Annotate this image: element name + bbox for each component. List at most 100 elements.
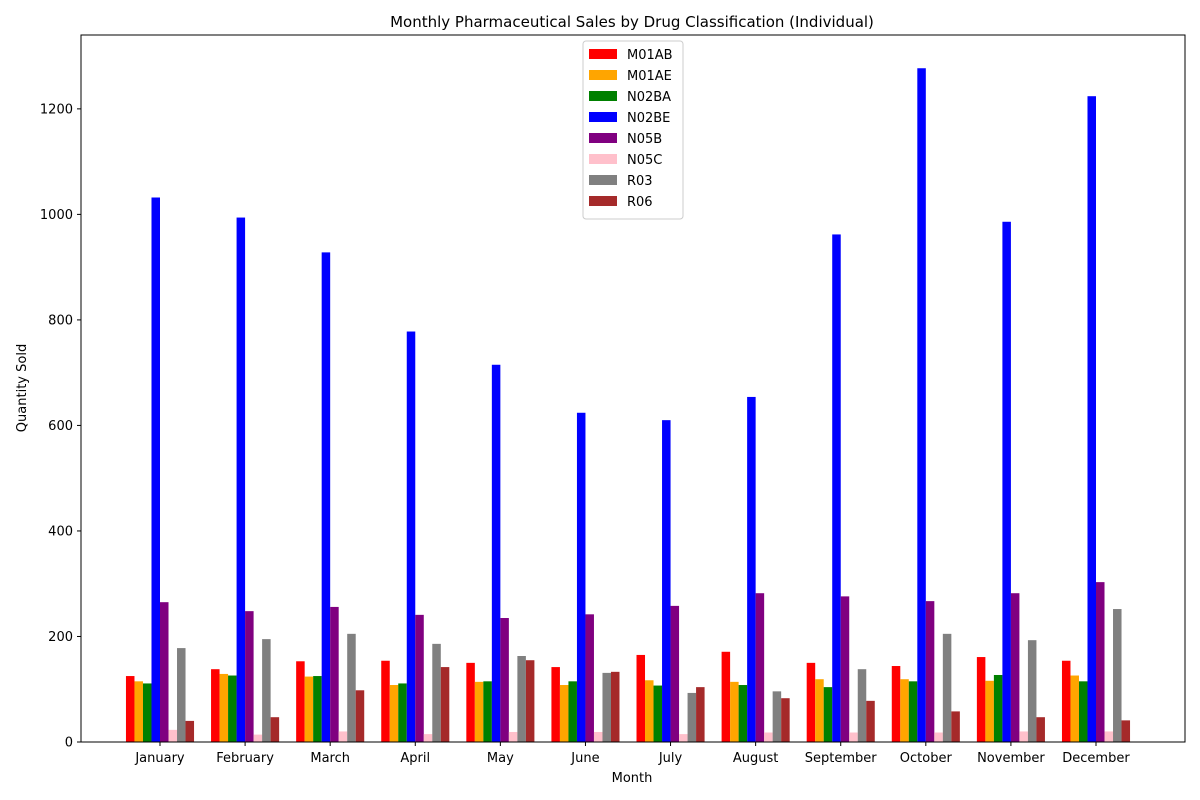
x-tick-label: February [216, 751, 274, 766]
x-axis-label: Month [612, 771, 653, 786]
bar-n05b-april [415, 614, 424, 742]
bar-n02be-july [662, 420, 671, 742]
bar-n02be-june [576, 412, 586, 742]
bar-n05b-july [670, 605, 680, 742]
bar-n05b-october [925, 601, 935, 742]
bar-n05c-june [593, 731, 603, 742]
x-tick-label: July [658, 751, 683, 766]
bar-n02be-march [321, 252, 331, 742]
bar-r06-september [866, 700, 875, 742]
legend-swatch-n02be [589, 112, 617, 122]
legend-swatch-n05c [589, 154, 617, 164]
bar-n02ba-february [228, 675, 237, 742]
bar-r06-october [951, 711, 960, 742]
x-tick-label: September [805, 751, 878, 766]
bar-m01ab-january [125, 676, 135, 742]
x-tick-label: May [487, 751, 514, 766]
bar-r06-may [525, 660, 535, 742]
y-tick-label: 800 [48, 313, 73, 328]
legend-swatch-m01ab [589, 49, 617, 59]
bar-m01ab-august [721, 651, 731, 742]
bar-m01ab-may [466, 662, 475, 742]
bar-m01ab-june [551, 667, 560, 742]
bar-r06-june [610, 671, 620, 742]
bar-n05c-may [508, 731, 518, 742]
bar-n02be-december [1087, 96, 1096, 742]
legend-label-m01ae: M01AE [627, 69, 672, 84]
bar-n02be-february [236, 217, 246, 743]
bar-n02be-october [917, 68, 926, 743]
x-tick-label: November [977, 751, 1045, 766]
bar-n05c-july [679, 734, 688, 742]
y-tick-label: 400 [48, 524, 73, 539]
y-tick-label: 0 [65, 736, 73, 751]
axes-group: 0 200 400 600 800 1000 1200 January February Marc… [40, 34, 1186, 766]
bar-m01ae-march [304, 676, 314, 742]
bar-n02ba-march [313, 676, 322, 742]
chart-title: Monthly Pharmaceutical Sales by Drug Cla… [390, 13, 874, 31]
bar-n02be-august [747, 396, 756, 742]
bar-n05b-march [330, 606, 339, 742]
bar-r03-september [857, 669, 867, 742]
bar-m01ab-november [976, 657, 986, 742]
legend-swatch-m01ae [589, 70, 617, 80]
bar-n05c-december [1104, 731, 1114, 742]
bar-r03-february [262, 639, 271, 742]
legend-swatch-n05b [589, 133, 617, 143]
y-axis-label: Quantity Sold [15, 344, 30, 432]
bar-n05c-april [423, 734, 433, 742]
bar-n02ba-april [398, 683, 407, 742]
bar-m01ae-december [1070, 675, 1079, 742]
x-tick-label: April [400, 751, 430, 766]
bar-m01ab-march [296, 661, 305, 742]
bar-n02ba-december [1078, 681, 1088, 742]
legend: M01AB M01AE N02BA N02BE N05B N05C R03 R06 [582, 40, 684, 220]
bar-r06-december [1121, 720, 1131, 742]
bar-n02ba-january [142, 683, 152, 742]
bar-n02be-january [151, 197, 160, 742]
bar-m01ae-july [645, 680, 654, 742]
plot-frame [80, 34, 1186, 743]
bar-n02ba-november [993, 674, 1003, 742]
bar-n05c-august [764, 732, 773, 742]
bar-r03-june [602, 672, 611, 742]
legend-swatch-n02ba [589, 91, 617, 101]
bar-n05b-september [840, 596, 850, 742]
bar-n05b-december [1096, 582, 1105, 742]
bar-r03-december [1113, 609, 1122, 742]
bar-m01ab-october [891, 666, 901, 742]
bar-r03-may [517, 656, 526, 742]
bar-r06-march [355, 690, 365, 742]
bar-r06-april [440, 667, 450, 742]
x-tick-label: December [1062, 751, 1130, 766]
bar-m01ae-february [219, 673, 229, 742]
bar-n05b-june [585, 614, 594, 742]
x-tick-label: June [570, 751, 599, 766]
bar-r03-october [942, 633, 952, 742]
bar-m01ab-july [636, 654, 646, 742]
bar-m01ae-september [815, 679, 824, 742]
bar-m01ae-october [900, 679, 909, 742]
bar-r03-november [1027, 640, 1037, 742]
bar-m01ab-september [806, 662, 816, 742]
y-tick-label: 200 [48, 630, 73, 645]
legend-label-m01ab: M01AB [627, 48, 673, 63]
bar-r03-march [347, 633, 356, 742]
bar-n02ba-may [483, 681, 492, 742]
bar-n02be-may [491, 364, 501, 742]
bar-n05b-november [1010, 593, 1020, 742]
bar-n05b-january [160, 602, 169, 742]
bar-n05b-february [245, 611, 254, 742]
bar-m01ae-november [985, 680, 994, 742]
legend-label-r03: R03 [627, 174, 653, 189]
legend-label-n02ba: N02BA [627, 90, 671, 105]
bars-group [125, 68, 1131, 743]
bar-n05c-february [253, 734, 263, 742]
legend-label-n05b: N05B [627, 132, 662, 147]
bar-r03-july [687, 692, 697, 742]
bar-r06-july [696, 687, 705, 742]
bar-n05c-november [1019, 731, 1028, 742]
legend-label-r06: R06 [627, 195, 653, 210]
